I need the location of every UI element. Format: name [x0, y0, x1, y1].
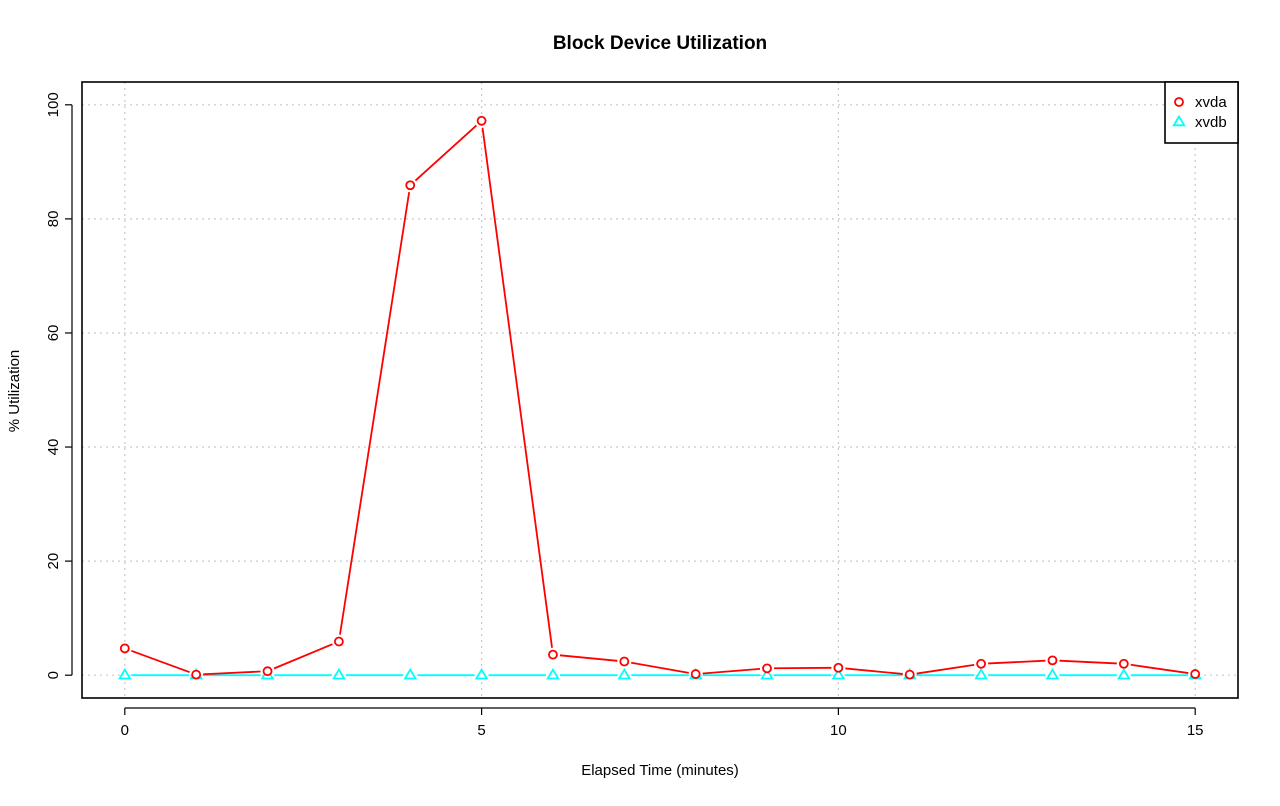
x-tick-label: 10	[830, 722, 847, 739]
series-xvda-segment	[131, 651, 189, 672]
series-xvda-segment	[560, 655, 617, 661]
series-xvda-segment	[415, 125, 476, 180]
series-xvda-point	[335, 638, 343, 646]
series-xvda-segment	[631, 663, 689, 673]
series-xvda-point	[763, 664, 771, 672]
series-xvda-point	[264, 667, 272, 675]
series-xvdb-point	[405, 670, 415, 679]
y-axis-label: % Utilization	[6, 350, 23, 433]
series-xvdb-point	[976, 670, 986, 679]
series-xvda-segment	[1059, 661, 1116, 664]
series-xvda-point	[692, 670, 700, 678]
series-xvdb	[120, 670, 1201, 679]
plot-frame	[82, 82, 1238, 698]
series-xvda-point	[1191, 670, 1199, 678]
series-xvda-segment	[917, 665, 975, 674]
series-xvda	[121, 117, 1199, 679]
series-xvda-segment	[203, 672, 260, 675]
series-xvda-point	[620, 657, 628, 665]
series-xvda-segment	[274, 644, 332, 668]
x-tick-label: 15	[1187, 722, 1204, 739]
y-tick-label: 40	[45, 439, 62, 456]
series-xvda-segment	[845, 668, 902, 674]
y-tick-label: 60	[45, 325, 62, 342]
series-xvda-point	[1120, 660, 1128, 668]
legend-label-xvdb: xvdb	[1195, 114, 1227, 131]
series-xvdb-point	[548, 670, 558, 679]
legend-label-xvda: xvda	[1195, 94, 1227, 111]
series-xvda-segment	[703, 669, 760, 674]
axes: 0 5 10 15 0 20 40 60 80 100	[45, 92, 1204, 739]
series-xvda-point	[549, 651, 557, 659]
series-xvda-point	[192, 671, 200, 679]
series-xvdb-point	[619, 670, 629, 679]
series-xvda-point	[834, 664, 842, 672]
series-xvda-point	[121, 644, 129, 652]
chart-title: Block Device Utilization	[553, 33, 767, 54]
series-xvdb-point	[120, 670, 130, 679]
series-xvdb-point	[476, 670, 486, 679]
series-xvda-segment	[988, 661, 1045, 664]
legend-marker-xvda	[1175, 98, 1183, 106]
series-group	[120, 117, 1201, 679]
series-xvda-point	[478, 117, 486, 125]
series-xvdb-point	[1119, 670, 1129, 679]
x-tick-label: 0	[121, 722, 129, 739]
y-tick-label: 20	[45, 553, 62, 570]
y-tick-label: 0	[45, 671, 62, 679]
series-xvda-segment	[1131, 665, 1189, 673]
grid-lines	[82, 82, 1238, 698]
series-xvdb-point	[334, 670, 344, 679]
series-xvda-point	[977, 660, 985, 668]
series-xvdb-point	[1047, 670, 1057, 679]
x-axis-label: Elapsed Time (minutes)	[581, 762, 739, 779]
legend: xvda xvdb	[1165, 82, 1238, 143]
series-xvda-segment	[483, 128, 553, 648]
series-xvda-point	[906, 671, 914, 679]
series-xvda-segment	[340, 192, 409, 634]
x-tick-label: 5	[477, 722, 485, 739]
series-xvda-point	[406, 181, 414, 189]
y-tick-label: 100	[45, 92, 62, 117]
y-tick-label: 80	[45, 211, 62, 228]
legend-box	[1165, 82, 1238, 143]
series-xvda-point	[1048, 656, 1056, 664]
